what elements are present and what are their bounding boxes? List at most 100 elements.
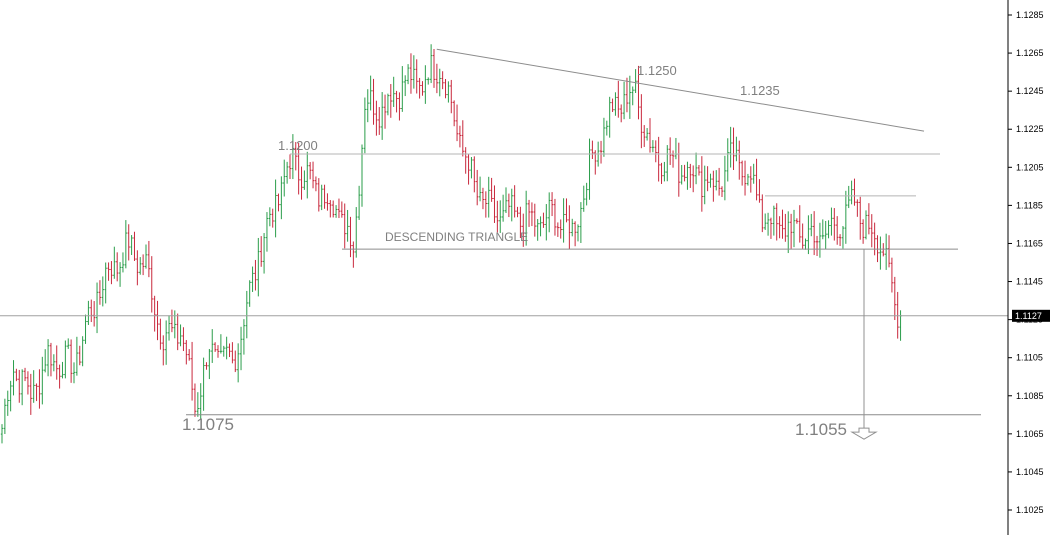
ohlc-bar	[510, 188, 513, 222]
ohlc-bar	[133, 231, 136, 261]
ohlc-bar	[591, 140, 594, 160]
ohlc-bar	[533, 203, 536, 237]
ohlc-bar	[585, 182, 588, 206]
ohlc-bar	[46, 339, 50, 377]
ohlc-bar	[257, 237, 260, 297]
ohlc-bar	[64, 340, 67, 379]
ohlc-bar	[876, 235, 879, 263]
ohlc-bar	[663, 161, 666, 182]
ohlc-bar	[262, 233, 266, 274]
ohlc-bar	[588, 138, 591, 200]
ohlc-bar	[689, 163, 692, 188]
ohlc-bar	[611, 98, 614, 113]
ohlc-bar	[153, 295, 156, 332]
ohlc-bar	[841, 226, 845, 249]
ohlc-bar	[821, 219, 824, 240]
ohlc-bar	[369, 75, 372, 111]
ohlc-bar	[95, 282, 99, 334]
ohlc-bar	[666, 145, 669, 182]
ohlc-bar	[84, 314, 87, 344]
ohlc-bar	[455, 104, 459, 142]
ohlc-bar	[242, 319, 246, 355]
ohlc-bar	[72, 362, 76, 384]
ohlc-bar	[67, 338, 70, 349]
ohlc-bar	[92, 301, 96, 327]
ohlc-bar	[622, 81, 626, 120]
ohlc-bar	[539, 216, 542, 237]
ohlc-bar	[55, 345, 58, 380]
ohlc-bar	[248, 280, 251, 307]
ohlc-bar	[631, 86, 634, 106]
ohlc-bar	[90, 299, 93, 323]
ohlc-bar	[861, 219, 865, 244]
ohlc-bar	[743, 160, 747, 196]
ohlc-bar	[432, 48, 436, 88]
ohlc-bar	[188, 349, 191, 361]
ohlc-bar	[637, 65, 640, 120]
ohlc-bar	[98, 280, 102, 305]
ohlc-bar	[392, 76, 395, 107]
ohlc-bar	[833, 208, 836, 241]
ohlc-bar	[867, 203, 871, 235]
ohlc-bar	[18, 369, 21, 403]
ohlc-bar	[481, 187, 485, 210]
ohlc-bar	[323, 184, 326, 209]
ohlc-bar	[260, 236, 263, 267]
ohlc-bar	[162, 335, 165, 366]
ohlc-bar	[202, 357, 205, 411]
ohlc-bar	[640, 94, 643, 149]
ohlc-bar	[559, 219, 562, 239]
ohlc-bar	[404, 75, 407, 97]
ohlc-bar	[614, 92, 617, 116]
ohlc-bar	[884, 233, 888, 270]
ohlc-bar	[746, 173, 750, 186]
ohlc-bar	[542, 212, 545, 228]
ohlc-bar	[3, 398, 7, 434]
ohlc-bar	[29, 373, 32, 415]
ohlc-bar	[660, 162, 663, 184]
ohlc-bar	[418, 77, 421, 99]
ohlc-bar	[602, 117, 606, 157]
ohlc-bar	[9, 380, 12, 412]
ohlc-bar	[645, 128, 649, 141]
ohlc-bar	[798, 205, 801, 243]
tick-label: 1.1085	[1016, 391, 1044, 401]
ohlc-bar	[193, 383, 197, 417]
ohlc-bar	[792, 209, 796, 248]
ohlc-bar	[712, 170, 715, 202]
ohlc-bar	[758, 179, 761, 203]
ohlc-bar	[896, 291, 899, 339]
ohlc-bar	[205, 362, 208, 370]
ohlc-bar	[493, 185, 496, 223]
ohlc-bar	[231, 342, 234, 364]
ohlc-bar	[239, 326, 243, 371]
ohlc-bar	[0, 424, 4, 444]
ohlc-bar	[859, 196, 862, 240]
ohlc-bar	[599, 140, 603, 164]
ohlc-bar	[573, 221, 577, 247]
ohlc-bar	[110, 261, 113, 285]
ohlc-bar	[726, 138, 729, 182]
ohlc-bar	[473, 156, 476, 193]
ohlc-bar	[628, 75, 632, 119]
ohlc-bar	[545, 204, 548, 241]
ohlc-bar	[179, 324, 182, 347]
label-1055: 1.1055	[795, 420, 847, 439]
ohlc-bar	[185, 340, 188, 365]
ohlc-bar	[208, 348, 211, 380]
ohlc-bar	[496, 200, 499, 233]
ohlc-bar	[363, 97, 367, 154]
ohlc-bar	[608, 96, 611, 138]
ohlc-bar	[340, 201, 344, 218]
ohlc-bar	[357, 185, 361, 220]
ohlc-bar	[429, 44, 433, 84]
ohlc-bar	[277, 193, 280, 212]
ohlc-bar	[107, 262, 110, 281]
ohlc-bar	[438, 68, 441, 97]
ohlc-bar	[343, 203, 346, 249]
ohlc-bar	[836, 216, 839, 245]
tick-label: 1.1145	[1016, 277, 1043, 287]
ohlc-bar	[729, 126, 732, 168]
ohlc-bar	[579, 202, 583, 243]
ohlc-bar	[706, 166, 709, 192]
